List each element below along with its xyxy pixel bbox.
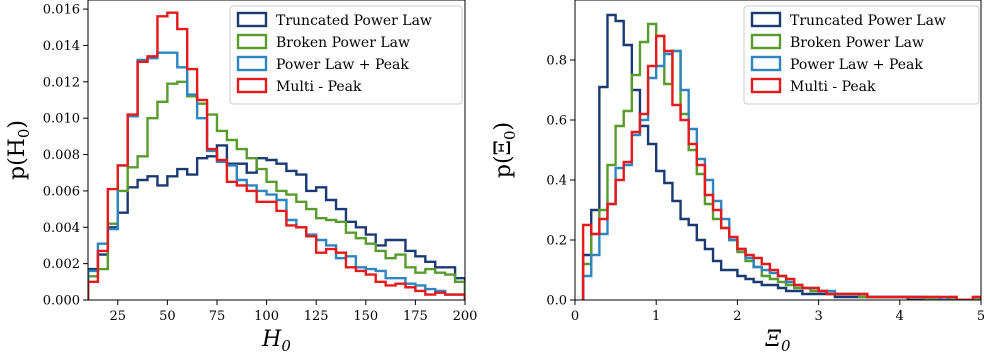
y-tick-label: 0.0 [546,294,567,309]
legend: Truncated Power Law Broken Power Law Power… [743,5,980,105]
x-tick-label: 100 [254,309,279,324]
y-axis-label: p(H0) [5,120,33,180]
x-tick-label: 4 [896,309,904,324]
y-axis-label: p(Ξ0) [491,122,519,178]
legend: Truncated Power Law Broken Power Law Power… [229,5,463,105]
chart-panel-1: 25 50 75 100 125 150 175 200 0.000 0.002 0.004 0.00… [5,0,477,355]
y-tick-label: 0.012 [43,75,80,90]
y-tick-label: 0.004 [43,221,80,236]
x-tick-label: 125 [304,309,329,324]
x-tick-label: 0 [571,309,579,324]
plot-area [581,13,981,300]
legend-swatch [750,55,782,72]
legend-label: Multi - Peak [790,79,876,95]
legend-label: Broken Power Law [276,35,410,51]
legend-box [743,5,980,105]
legend-label: Truncated Power Law [276,13,432,29]
legend-swatch [236,33,268,50]
x-tick-label: 200 [453,309,478,324]
x-tick-label: 25 [109,309,126,324]
y-tick-label: 0.8 [546,54,567,69]
axes-frame [87,0,466,301]
series-line-multi-peak [88,11,465,300]
x-tick-label: 150 [353,309,378,324]
legend-swatch [750,33,782,50]
legend-label: Broken Power Law [790,35,924,51]
y-tick-label: 0.000 [43,294,80,309]
x-tick-label: 50 [159,309,176,324]
y-tick-label: 0.016 [43,3,80,18]
legend-swatch [236,55,268,72]
y-tick-label: 0.008 [43,148,80,163]
series-line-broken-power-law [88,80,465,300]
x-axis-label: H0 [261,327,291,355]
series-line-multi-peak [581,34,981,300]
x-tick-label: 175 [403,309,428,324]
y-tick-label: 0.010 [43,112,80,127]
x-tick-label: 5 [977,309,984,324]
legend-swatch [236,77,268,94]
y-tick-label: 0.002 [43,257,80,272]
axes-frame [574,0,982,301]
y-tick-label: 0.014 [43,39,80,54]
y-tick-label: 0.6 [546,114,567,129]
y-tick-label: 0.2 [546,234,567,249]
legend-box [229,5,463,105]
plot-area [88,11,465,300]
x-tick-label: 1 [652,309,660,324]
x-tick-label: 2 [733,309,741,324]
legend-label: Multi - Peak [276,79,362,95]
y-tick-label: 0.4 [546,174,567,189]
x-tick-label: 3 [814,309,822,324]
x-axis-label: Ξ0 [764,327,790,355]
chart-panel-2: 0 1 2 3 4 5 0.0 0.2 0.4 0.6 0.8 Ξ0 p(Ξ0) Truncated Po… [491,0,984,355]
x-tick-label: 75 [209,309,226,324]
legend-swatch [750,77,782,94]
legend-swatch [750,11,782,28]
legend-label: Power Law + Peak [790,57,923,73]
legend-label: Truncated Power Law [790,13,946,29]
legend-label: Power Law + Peak [276,57,409,73]
y-tick-label: 0.006 [43,184,80,199]
legend-swatch [236,11,268,28]
series-line-truncated-power-law [88,144,465,300]
